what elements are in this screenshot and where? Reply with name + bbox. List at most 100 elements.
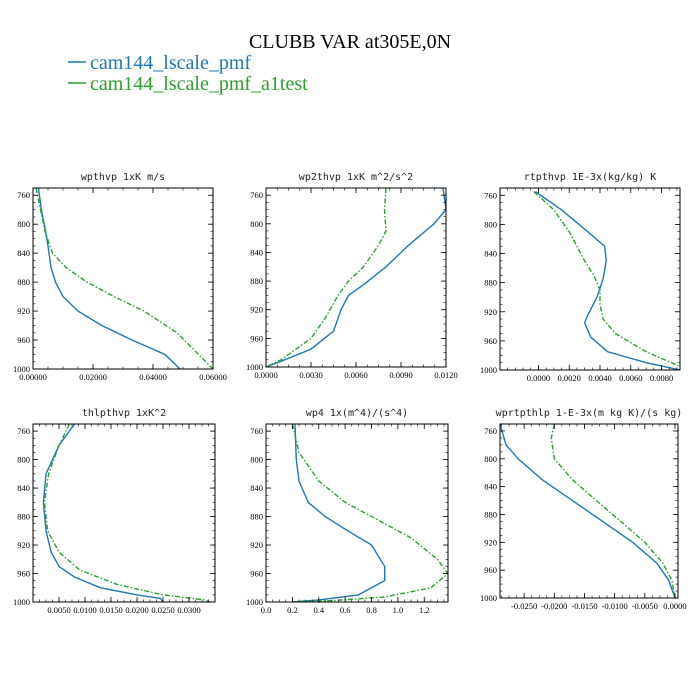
y-tick-label: 800	[17, 455, 30, 465]
chart-panel-4: thlpthvp 1xK^2 760 800 840 880 920 960 1000 0.00…	[13, 408, 216, 615]
x-tick-label: 0.0040	[588, 373, 611, 383]
x-tick-label: 0.0030	[299, 370, 322, 380]
y-tick-label: 840	[484, 482, 497, 492]
x-tick-label: 0.6	[340, 605, 351, 615]
panel-title: thlpthvp 1xK^2	[82, 408, 166, 419]
y-tick-label: 880	[484, 509, 497, 519]
plot-frame	[265, 187, 447, 368]
y-tick-label: 880	[250, 276, 263, 286]
series-line-2	[533, 191, 680, 368]
x-tick-label: 0.0	[261, 605, 272, 615]
x-tick-label: 0.0120	[434, 370, 457, 380]
chart-panel-6: wprtpthlp 1-E-3x(m kg K)/(s kg) 760 800 840…	[480, 408, 687, 611]
chart-panel-1: wpthvp 1xK m/s 760 800 840 880 920 960 10000.00…	[13, 172, 227, 382]
chart-panel-5: wp4 1x(m^4)/(s^4)76080084088092096010000…	[246, 408, 449, 615]
series-line-2	[550, 424, 676, 598]
x-tick-label: 0.0100	[73, 605, 96, 615]
y-tick-label: 760	[484, 190, 497, 200]
panel-title: rtpthvp 1E-3x(kg/kg) K	[524, 172, 656, 183]
y-tick-label: 880	[17, 277, 30, 287]
x-tick-label: -0.0100	[602, 601, 628, 611]
y-tick-label: 1000	[480, 365, 497, 375]
y-tick-label: 920	[484, 307, 497, 317]
y-tick-label: 1000	[13, 597, 30, 607]
y-tick-label: 920	[17, 306, 30, 316]
y-tick-label: 760	[250, 190, 263, 200]
x-tick-label: 0.0080	[650, 373, 673, 383]
series-line-1	[534, 191, 680, 370]
y-tick-label: 800	[484, 454, 497, 464]
x-tick-label: 0.04000	[139, 372, 167, 382]
panel-title: wp4 1x(m^4)/(s^4)	[306, 408, 408, 419]
y-tick-label: 840	[17, 483, 30, 493]
y-tick-label: 840	[250, 483, 263, 493]
x-tick-label: 0.4	[313, 605, 324, 615]
x-tick-label: 0.0000	[663, 601, 686, 611]
chart-panel-3: rtpthvp 1E-3x(kg/kg) K 760 800 840 880 920 960…	[480, 172, 681, 383]
x-tick-label: 0.0000	[254, 370, 277, 380]
y-tick-label: 960	[17, 569, 30, 579]
series-line-2	[43, 424, 211, 602]
y-tick-label: 760	[484, 426, 497, 436]
y-tick-label: 880	[484, 278, 497, 288]
y-tick-label: 920	[250, 540, 263, 550]
y-tick-label: 920	[250, 305, 263, 315]
panel-title: wp2thvp 1xK m^2/s^2	[299, 172, 413, 183]
plot-frame	[499, 187, 681, 371]
plot-frame	[265, 423, 449, 603]
y-tick-label: 960	[250, 333, 263, 343]
series-line-1	[266, 188, 446, 367]
x-tick-label: 0.0090	[389, 370, 412, 380]
series-line-1	[500, 424, 676, 598]
x-tick-label: 0.0200	[125, 605, 148, 615]
x-tick-label: 0.02000	[79, 372, 107, 382]
x-tick-label: 0.0060	[344, 370, 367, 380]
x-tick-label: -0.0250	[511, 601, 537, 611]
panel-title: wprtpthlp 1-E-3x(m kg K)/(s kg)	[496, 408, 683, 419]
y-tick-label: 800	[250, 455, 263, 465]
y-tick-label: 760	[250, 426, 263, 436]
series-line-1	[42, 424, 164, 602]
chart-panels: wpthvp 1xK m/s76080084088092096010000.00…	[13, 172, 687, 615]
plot-frame	[499, 423, 679, 599]
x-tick-label: 0.0020	[558, 373, 581, 383]
y-tick-label: 1000	[480, 593, 497, 603]
x-tick-label: 1.0	[393, 605, 404, 615]
y-tick-label: 800	[17, 219, 30, 229]
y-tick-label: 1000	[246, 597, 263, 607]
chart-panel-2: wp2thvp 1xK m^2/s^2 760 800 840 880 920 960 100…	[246, 172, 458, 380]
series-line-1	[292, 424, 386, 602]
x-tick-label: 0.0060	[619, 373, 642, 383]
x-tick-label: -0.0050	[632, 601, 658, 611]
y-tick-label: 800	[250, 219, 263, 229]
y-tick-label: 840	[17, 248, 30, 258]
plot-frame	[32, 423, 216, 603]
figure-title: CLUBB VAR at305E,0N	[249, 31, 451, 53]
x-tick-label: 0.0050	[47, 605, 70, 615]
y-tick-label: 800	[484, 219, 497, 229]
x-tick-label: 0.2	[287, 605, 298, 615]
x-tick-label: 0.00000	[19, 372, 47, 382]
y-tick-label: 840	[484, 249, 497, 259]
y-tick-label: 960	[250, 569, 263, 579]
y-tick-label: 840	[250, 247, 263, 257]
y-tick-label: 880	[17, 512, 30, 522]
x-tick-label: 0.06000	[199, 372, 227, 382]
x-tick-label: 0.0150	[99, 605, 122, 615]
y-tick-label: 880	[250, 512, 263, 522]
x-tick-label: 1.2	[419, 605, 430, 615]
y-tick-label: 960	[17, 335, 30, 345]
panel-title: wpthvp 1xK m/s	[81, 172, 165, 183]
x-tick-label: 0.0000	[527, 373, 550, 383]
x-tick-label: -0.0150	[571, 601, 597, 611]
x-tick-label: -0.0200	[541, 601, 567, 611]
y-tick-label: 920	[17, 540, 30, 550]
x-tick-label: 0.0250	[151, 605, 174, 615]
legend-label-series-1: cam144_lscale_pmf	[90, 52, 251, 74]
series-line-2	[291, 424, 448, 602]
y-tick-label: 1000	[246, 362, 263, 372]
legend: cam144_lscale_pmf cam144_lscale_pmf_a1te…	[68, 52, 308, 95]
series-line-1	[37, 188, 181, 369]
y-tick-label: 1000	[13, 364, 30, 374]
